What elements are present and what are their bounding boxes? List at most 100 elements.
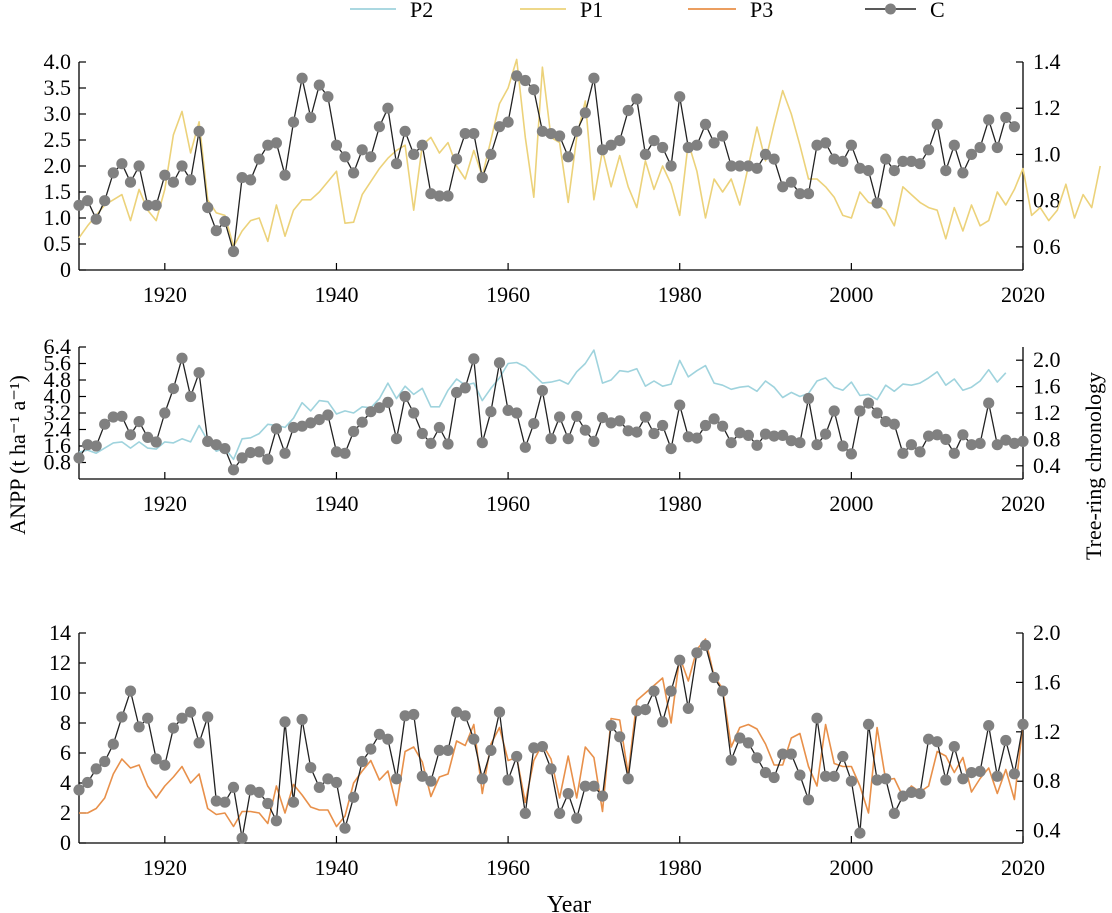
legend-label-p2: P2: [410, 0, 433, 22]
data-point-c: [287, 421, 300, 434]
data-point-c: [408, 407, 420, 419]
data-point-c: [99, 755, 111, 768]
data-point-c: [562, 433, 574, 445]
data-point-c: [459, 710, 471, 722]
y-tick-label-right: 0.4: [1033, 453, 1061, 478]
data-point-c: [588, 435, 600, 447]
data-point-c: [811, 439, 823, 451]
data-point-c: [73, 452, 85, 464]
y-tick-label-left: 0: [60, 830, 71, 855]
data-point-c: [468, 353, 480, 365]
x-tick-label: 2000: [829, 491, 873, 516]
data-point-c: [674, 399, 686, 411]
data-point-c: [648, 135, 660, 147]
data-point-c: [545, 763, 557, 775]
data-point-c: [476, 172, 488, 184]
y-tick-label-left: 8: [60, 710, 71, 735]
data-point-c: [974, 765, 986, 778]
data-point-c: [691, 432, 703, 444]
data-point-c: [845, 448, 858, 460]
data-point-c: [150, 436, 162, 448]
data-point-c: [116, 158, 128, 170]
data-point-c: [639, 704, 652, 716]
data-point-c: [219, 443, 231, 455]
data-point-c: [991, 141, 1003, 154]
data-point-c: [159, 169, 171, 181]
data-point-c: [296, 420, 308, 432]
data-point-c: [974, 437, 986, 449]
data-point-c: [322, 773, 334, 785]
data-point-c: [596, 790, 609, 802]
data-point-c: [605, 720, 617, 732]
data-point-c: [287, 796, 300, 808]
data-point-c: [605, 139, 617, 151]
data-point-c: [897, 447, 909, 459]
y-tick-label-left: 1.6: [44, 433, 72, 458]
data-point-c: [596, 412, 609, 424]
data-point-c: [545, 433, 557, 445]
data-point-c: [287, 116, 300, 128]
data-point-c: [245, 784, 257, 796]
data-point-c: [236, 452, 248, 464]
data-point-c: [923, 733, 935, 745]
data-point-c: [433, 190, 445, 202]
data-point-c: [99, 195, 111, 207]
data-point-c: [313, 414, 325, 426]
y-tick-label-right: 0.8: [1033, 188, 1061, 213]
y-tick-label-right: 1.2: [1033, 400, 1061, 425]
data-point-c: [579, 107, 591, 119]
data-point-c: [931, 429, 943, 441]
data-point-c: [880, 153, 892, 165]
data-point-c: [356, 416, 368, 428]
data-point-c: [468, 733, 480, 745]
data-point-c: [828, 405, 840, 417]
legend-label-p3: P3: [750, 0, 773, 22]
data-point-c: [674, 91, 686, 103]
data-point-c: [502, 774, 514, 786]
y-tick-label-right: 2.0: [1033, 347, 1061, 372]
y-tick-label-left: 5.6: [44, 351, 72, 376]
data-point-c: [708, 137, 720, 149]
y-tick-label-right: 1.0: [1033, 141, 1061, 166]
data-point-c: [734, 160, 746, 172]
x-tick-label: 2020: [1001, 282, 1045, 307]
data-point-c: [820, 428, 832, 440]
data-point-c: [202, 711, 214, 723]
data-point-c: [923, 430, 935, 442]
data-point-c: [193, 367, 205, 379]
data-point-c: [425, 437, 437, 449]
y-tick-label-left: 3.0: [44, 101, 72, 126]
data-point-c: [90, 763, 102, 775]
data-point-c: [948, 741, 960, 753]
data-point-c: [425, 775, 437, 787]
data-point-c: [751, 439, 763, 451]
data-point-c: [777, 181, 789, 193]
data-point-c: [691, 139, 703, 151]
data-point-c: [957, 429, 969, 441]
data-point-c: [880, 773, 892, 785]
data-point-c: [665, 160, 677, 172]
legend-marker-c: [885, 3, 896, 15]
data-point-c: [142, 712, 154, 724]
data-point-c: [390, 773, 403, 785]
y-tick-label-left: 14: [49, 620, 71, 645]
data-point-c: [476, 437, 488, 449]
y-tick-label-left: 10: [49, 680, 71, 705]
data-point-c: [356, 144, 368, 156]
data-point-c: [296, 713, 308, 726]
data-point-c: [854, 827, 866, 839]
data-point-c: [528, 742, 540, 754]
data-point-c: [159, 759, 171, 771]
data-point-c: [742, 429, 755, 441]
data-point-c: [365, 406, 377, 418]
data-point-c: [167, 722, 179, 734]
data-point-c: [339, 822, 351, 834]
data-point-c: [742, 737, 755, 749]
data-point-c: [519, 74, 531, 87]
data-point-c: [940, 433, 952, 445]
data-point-c: [785, 176, 797, 188]
data-point-c: [708, 671, 720, 684]
data-point-c: [373, 728, 385, 740]
data-point-c: [150, 199, 162, 211]
data-point-c: [614, 135, 626, 147]
